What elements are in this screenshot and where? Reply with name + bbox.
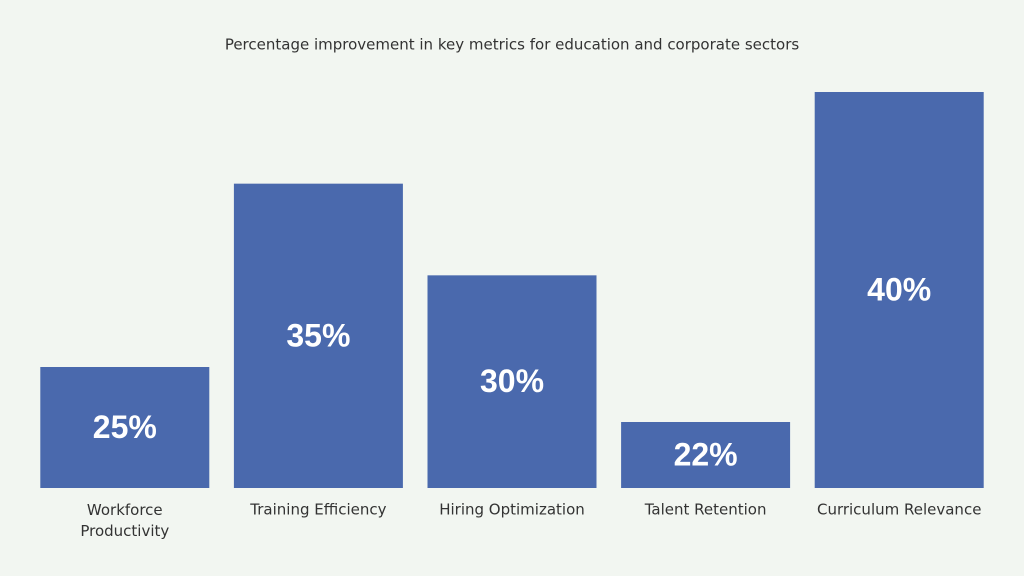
x-tick-label: Talent Retention bbox=[644, 501, 767, 519]
x-tick-label: Hiring Optimization bbox=[439, 501, 585, 519]
value-label: 40% bbox=[867, 271, 931, 307]
value-label: 22% bbox=[674, 436, 738, 472]
bar bbox=[427, 275, 597, 488]
chart-title: Percentage improvement in key metrics fo… bbox=[225, 36, 800, 54]
bar bbox=[814, 92, 984, 488]
bar bbox=[233, 183, 403, 488]
x-tick-label: Training Efficiency bbox=[249, 501, 386, 519]
x-tick-label: Curriculum Relevance bbox=[817, 501, 981, 519]
value-label: 35% bbox=[286, 317, 350, 353]
value-label: 25% bbox=[93, 409, 157, 445]
x-tick-label: Workforce Productivity bbox=[80, 501, 169, 540]
bar bbox=[40, 367, 210, 488]
bar bbox=[621, 422, 791, 488]
value-label: 30% bbox=[480, 363, 544, 399]
